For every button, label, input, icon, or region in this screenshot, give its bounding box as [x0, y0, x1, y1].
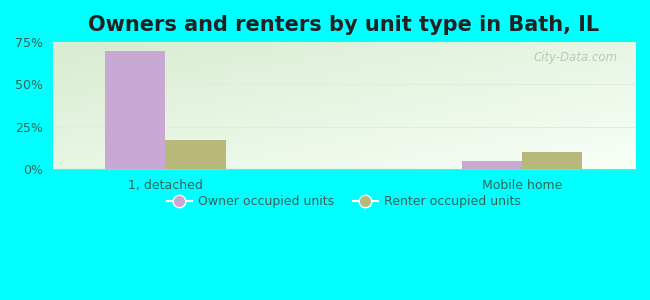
Bar	[462, 161, 523, 169]
Bar	[523, 152, 582, 169]
Bar	[105, 51, 165, 169]
Bar	[165, 140, 226, 169]
Legend: Owner occupied units, Renter occupied units: Owner occupied units, Renter occupied un…	[162, 190, 526, 213]
Title: Owners and renters by unit type in Bath, IL: Owners and renters by unit type in Bath,…	[88, 15, 599, 35]
Text: City-Data.com: City-Data.com	[534, 51, 618, 64]
